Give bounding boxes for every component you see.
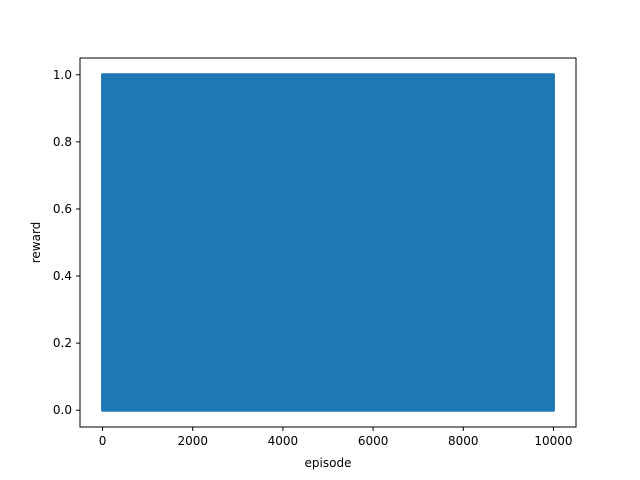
x-tick-label: 6000 bbox=[358, 434, 389, 448]
y-tick-label: 0.6 bbox=[53, 202, 72, 216]
x-axis-ticks: 0 2000 4000 6000 8000 10000 bbox=[99, 427, 573, 448]
plot-layer bbox=[101, 73, 555, 412]
y-tick-label: 0.4 bbox=[53, 269, 72, 283]
y-tick-label: 0.2 bbox=[53, 336, 72, 350]
y-axis-ticks: 0.0 0.2 0.4 0.6 0.8 1.0 bbox=[53, 68, 80, 417]
x-tick-label: 0 bbox=[99, 434, 107, 448]
x-axis-label: episode bbox=[305, 456, 352, 470]
x-tick-label: 4000 bbox=[268, 434, 299, 448]
y-tick-label: 0.8 bbox=[53, 135, 72, 149]
y-tick-label: 1.0 bbox=[53, 68, 72, 82]
y-tick-label: 0.0 bbox=[53, 403, 72, 417]
series-line-0 bbox=[101, 73, 555, 412]
axes-frame bbox=[79, 57, 577, 428]
x-tick-label: 10000 bbox=[534, 434, 572, 448]
x-tick-label: 2000 bbox=[177, 434, 208, 448]
y-axis-label: reward bbox=[29, 222, 43, 264]
x-tick-label: 8000 bbox=[448, 434, 479, 448]
